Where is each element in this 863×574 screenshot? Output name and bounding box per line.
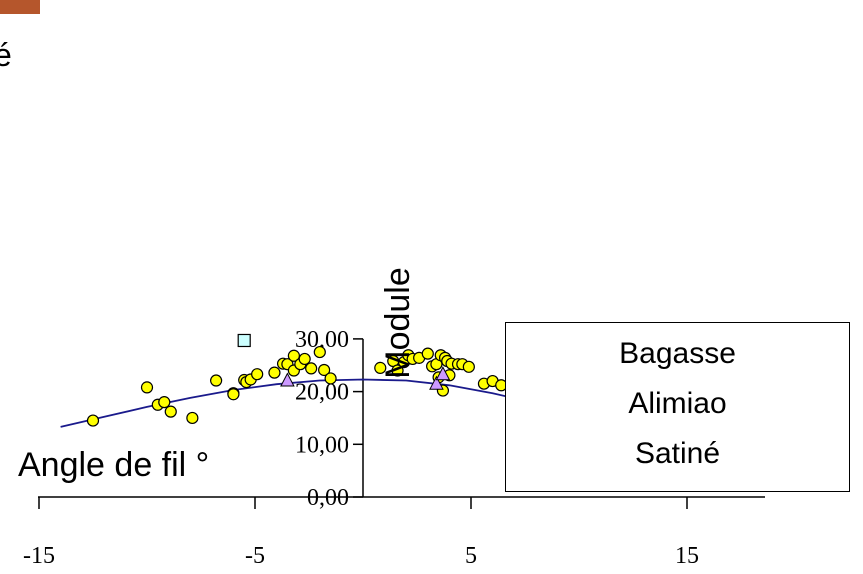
point-circle bbox=[227, 388, 240, 401]
point-circle bbox=[158, 396, 171, 409]
point-triangle bbox=[429, 375, 444, 390]
point-circle bbox=[210, 374, 223, 387]
legend: Bagasse Alimiao Satiné bbox=[505, 322, 850, 492]
point-circle bbox=[391, 364, 404, 377]
y-tick-label: 20,00 bbox=[295, 380, 349, 406]
point-circle bbox=[268, 366, 281, 379]
point-circle bbox=[305, 362, 318, 375]
y-tick-label: 0,00 bbox=[307, 485, 349, 511]
point-circle bbox=[462, 360, 475, 373]
x-tick-label: -5 bbox=[245, 543, 265, 569]
point-circle bbox=[287, 349, 300, 362]
point-triangle bbox=[435, 366, 451, 381]
point-circle bbox=[164, 405, 177, 418]
x-tick-label: -15 bbox=[23, 543, 55, 569]
point-circle bbox=[421, 347, 434, 360]
legend-item-alimiao: Alimiao bbox=[628, 387, 727, 420]
point-square bbox=[237, 333, 251, 348]
legend-item-bagasse: Bagasse bbox=[619, 337, 736, 370]
point-circle bbox=[140, 381, 154, 394]
point-circle bbox=[324, 372, 337, 385]
y-axis-label: Module bbox=[379, 267, 417, 379]
point-circle bbox=[298, 352, 311, 366]
point-circle bbox=[251, 368, 264, 381]
point-circle bbox=[86, 414, 100, 427]
y-tick-label: 10,00 bbox=[295, 432, 349, 458]
point-circle bbox=[318, 363, 331, 377]
point-triangle bbox=[280, 372, 295, 387]
x-tick-label: 15 bbox=[675, 543, 699, 569]
legend-item-satine: Satiné bbox=[634, 437, 721, 470]
point-circle bbox=[186, 411, 199, 425]
point-circle bbox=[313, 345, 326, 359]
photo-corner-fragment bbox=[0, 0, 40, 14]
point-circle bbox=[374, 361, 387, 374]
x-tick-label: 5 bbox=[465, 543, 477, 569]
x-axis-label: Angle de fil ° bbox=[18, 446, 209, 484]
partial-title-text: é bbox=[0, 37, 12, 73]
